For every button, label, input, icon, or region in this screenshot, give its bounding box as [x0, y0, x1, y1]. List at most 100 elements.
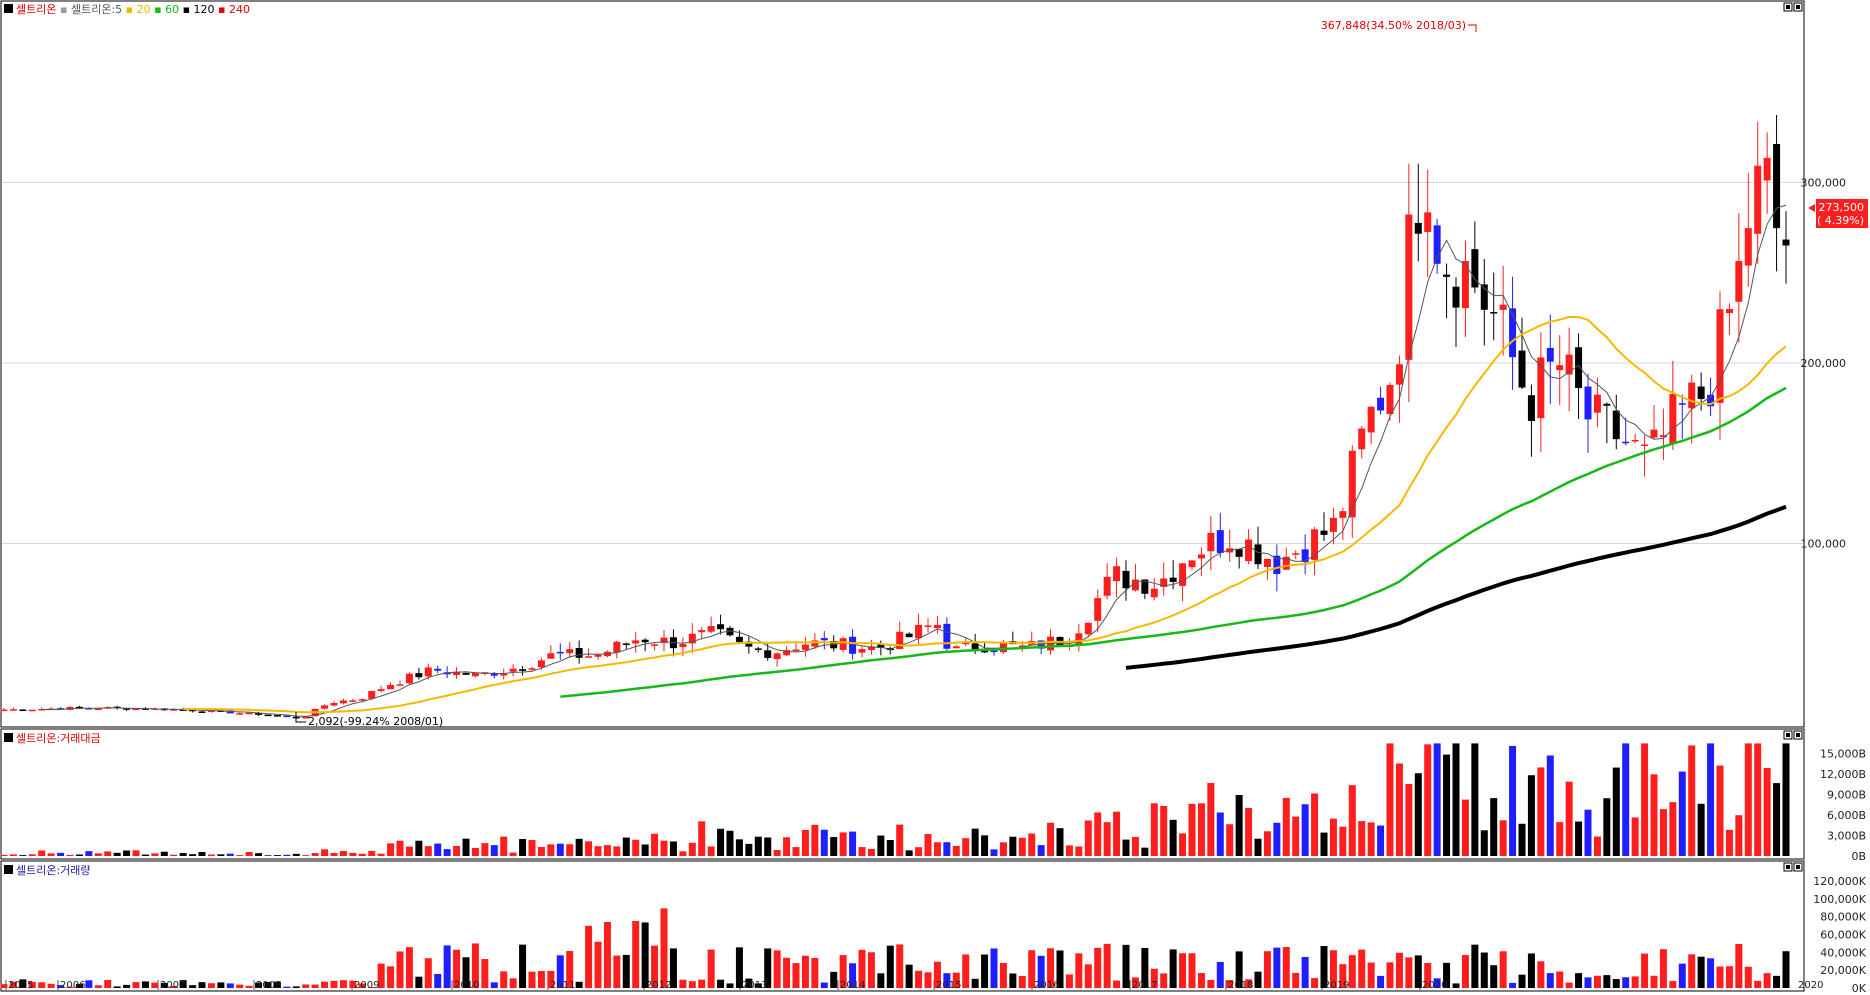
panel-maximize-icon[interactable]	[1783, 2, 1803, 12]
candle-body	[1452, 286, 1460, 308]
volume-bar	[66, 986, 74, 988]
value-bar	[1782, 743, 1790, 856]
panel-menu-icon[interactable]	[4, 733, 13, 742]
value-bar	[519, 839, 527, 856]
volume-bar	[594, 941, 602, 988]
candle-body	[1584, 386, 1592, 420]
volume-bar	[368, 987, 376, 988]
volume-bar	[1603, 975, 1611, 988]
volume-bar	[801, 955, 809, 988]
value-bar	[1405, 783, 1413, 856]
volume-bar	[311, 984, 319, 988]
volume-bar	[179, 980, 187, 988]
value-bar	[292, 853, 300, 856]
value-bar	[1527, 775, 1535, 856]
volume-bar	[1518, 974, 1526, 988]
value-bar	[1320, 832, 1328, 856]
candle-body	[358, 699, 366, 701]
candle-body	[236, 713, 244, 715]
y-tick-label: 120,000K	[1813, 875, 1866, 888]
volume-bar	[1405, 957, 1413, 988]
candle-body	[1433, 225, 1441, 264]
y-tick-label: 6,000B	[1827, 809, 1866, 822]
candle-body	[547, 653, 555, 659]
candle-body	[1518, 350, 1526, 388]
candle-body	[1263, 558, 1271, 568]
value-bar	[179, 852, 187, 856]
volume-bar	[1254, 971, 1262, 988]
candle-body	[226, 710, 234, 714]
value-bar	[1744, 743, 1752, 856]
volume-bar	[1735, 943, 1743, 988]
volume-bar	[255, 982, 263, 988]
legend-title: 셀트리온	[16, 3, 56, 16]
value-bar	[1122, 839, 1130, 856]
volume-bar	[339, 980, 347, 988]
value-bar	[368, 850, 376, 856]
candle-body	[198, 711, 206, 713]
value-bar	[217, 854, 225, 856]
value-bar	[1009, 836, 1017, 856]
volume-bar	[1339, 964, 1347, 988]
value-bar	[962, 838, 970, 856]
volume-panel	[0, 860, 1805, 992]
x-tick-label: 2011	[550, 980, 575, 991]
value-bar	[1593, 836, 1601, 856]
volume-bar	[867, 952, 875, 988]
volume-bar	[792, 963, 800, 988]
candle-body	[566, 649, 574, 654]
volume-bar	[924, 972, 932, 988]
volume-bar	[1707, 958, 1715, 988]
volume-bar	[1754, 980, 1762, 988]
candle-body	[1254, 544, 1262, 565]
value-bar	[566, 844, 574, 856]
value-bar	[1461, 799, 1469, 856]
volume-bar	[1263, 951, 1271, 988]
volume-bar	[170, 985, 178, 988]
volume-bar	[905, 964, 913, 988]
volume-bar	[1197, 973, 1205, 988]
volume-bar	[849, 963, 857, 988]
volume-bar	[38, 982, 46, 988]
volume-bar	[1245, 979, 1253, 988]
value-bar	[151, 853, 159, 856]
candle-body	[57, 708, 65, 710]
panel-maximize-icon[interactable]	[1783, 862, 1803, 872]
candle-body	[962, 642, 970, 645]
candle-body	[1744, 228, 1752, 266]
candle-body	[698, 630, 706, 633]
panel-menu-icon[interactable]	[4, 4, 13, 13]
panel-maximize-icon[interactable]	[1783, 730, 1803, 740]
volume-bar	[915, 970, 923, 988]
volume-bar	[481, 959, 489, 988]
volume-bar	[773, 950, 781, 988]
volume-bar	[1188, 953, 1196, 988]
value-bar	[1773, 783, 1781, 856]
value-bar	[1197, 803, 1205, 856]
candle-body	[773, 653, 781, 660]
volume-bar	[886, 945, 894, 988]
candle-body	[915, 624, 923, 639]
candle-body	[1094, 598, 1102, 621]
value-bar	[924, 834, 932, 856]
value-bar	[688, 842, 696, 856]
candle-body	[377, 689, 385, 692]
volume-bar	[1047, 948, 1055, 988]
volume-bar	[1160, 973, 1168, 988]
x-tick-label: 2010	[454, 980, 479, 991]
panel-menu-icon[interactable]	[4, 865, 13, 874]
candle-body	[849, 636, 857, 654]
volume-bar	[1235, 951, 1243, 988]
value-bar	[330, 853, 338, 856]
value-bar	[66, 854, 74, 856]
value-bar	[1150, 803, 1158, 856]
value-bar	[1141, 847, 1149, 856]
value-bar	[1688, 745, 1696, 856]
value-bar	[1443, 754, 1451, 856]
candle-body	[688, 633, 696, 644]
value-bar	[424, 846, 432, 856]
value-bar	[1659, 809, 1667, 856]
volume-bar	[151, 982, 159, 988]
value-bar	[877, 835, 885, 856]
value-bar	[273, 855, 281, 856]
